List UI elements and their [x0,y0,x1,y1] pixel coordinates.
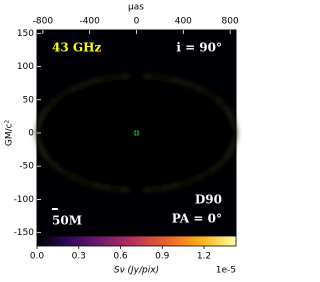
annotation: 43 GHz [52,41,101,55]
annotation: i = 90° [176,41,222,55]
x-tick-label: 800 [222,17,239,27]
colorbar-tick-label: 1.2 [197,252,211,262]
y-tick-label: -50 [19,162,34,172]
annotation: PA = 0° [172,212,222,226]
colorbar-label: Sν (Jy/pix) [114,266,159,276]
x-tick-label: -800 [33,17,54,27]
colorbar-tick-label: 0.9 [155,252,170,262]
y-tick-label: -100 [14,195,35,205]
y-tick-label: 0 [28,129,34,139]
x-tick-label: 400 [175,17,192,27]
x-tick-label: 0 [134,17,140,27]
colorbar [36,235,237,247]
y-tick-label: 50 [23,95,35,105]
x-axis-label: μas [128,3,144,13]
scale-bar-label: 50M [52,214,82,228]
x-tick-label: -400 [79,17,100,27]
y-tick-label: -150 [14,228,35,238]
annotation: D90 [195,193,222,207]
center-marker-cross [133,129,140,137]
y-axis-label: GM/c² [5,119,15,146]
colorbar-offset: 1e-5 [216,266,236,276]
y-tick-label: 150 [17,29,34,39]
colorbar-tick-label: 0.0 [30,252,45,262]
chart: μas GM/c² -800 -400 0 400 800 -150 -100 -50 0 50 1… [5,3,240,276]
colorbar-tick-label: 0.6 [113,252,128,262]
colorbar-tick-label: 0.3 [72,252,86,262]
y-tick-label: 100 [17,62,34,72]
